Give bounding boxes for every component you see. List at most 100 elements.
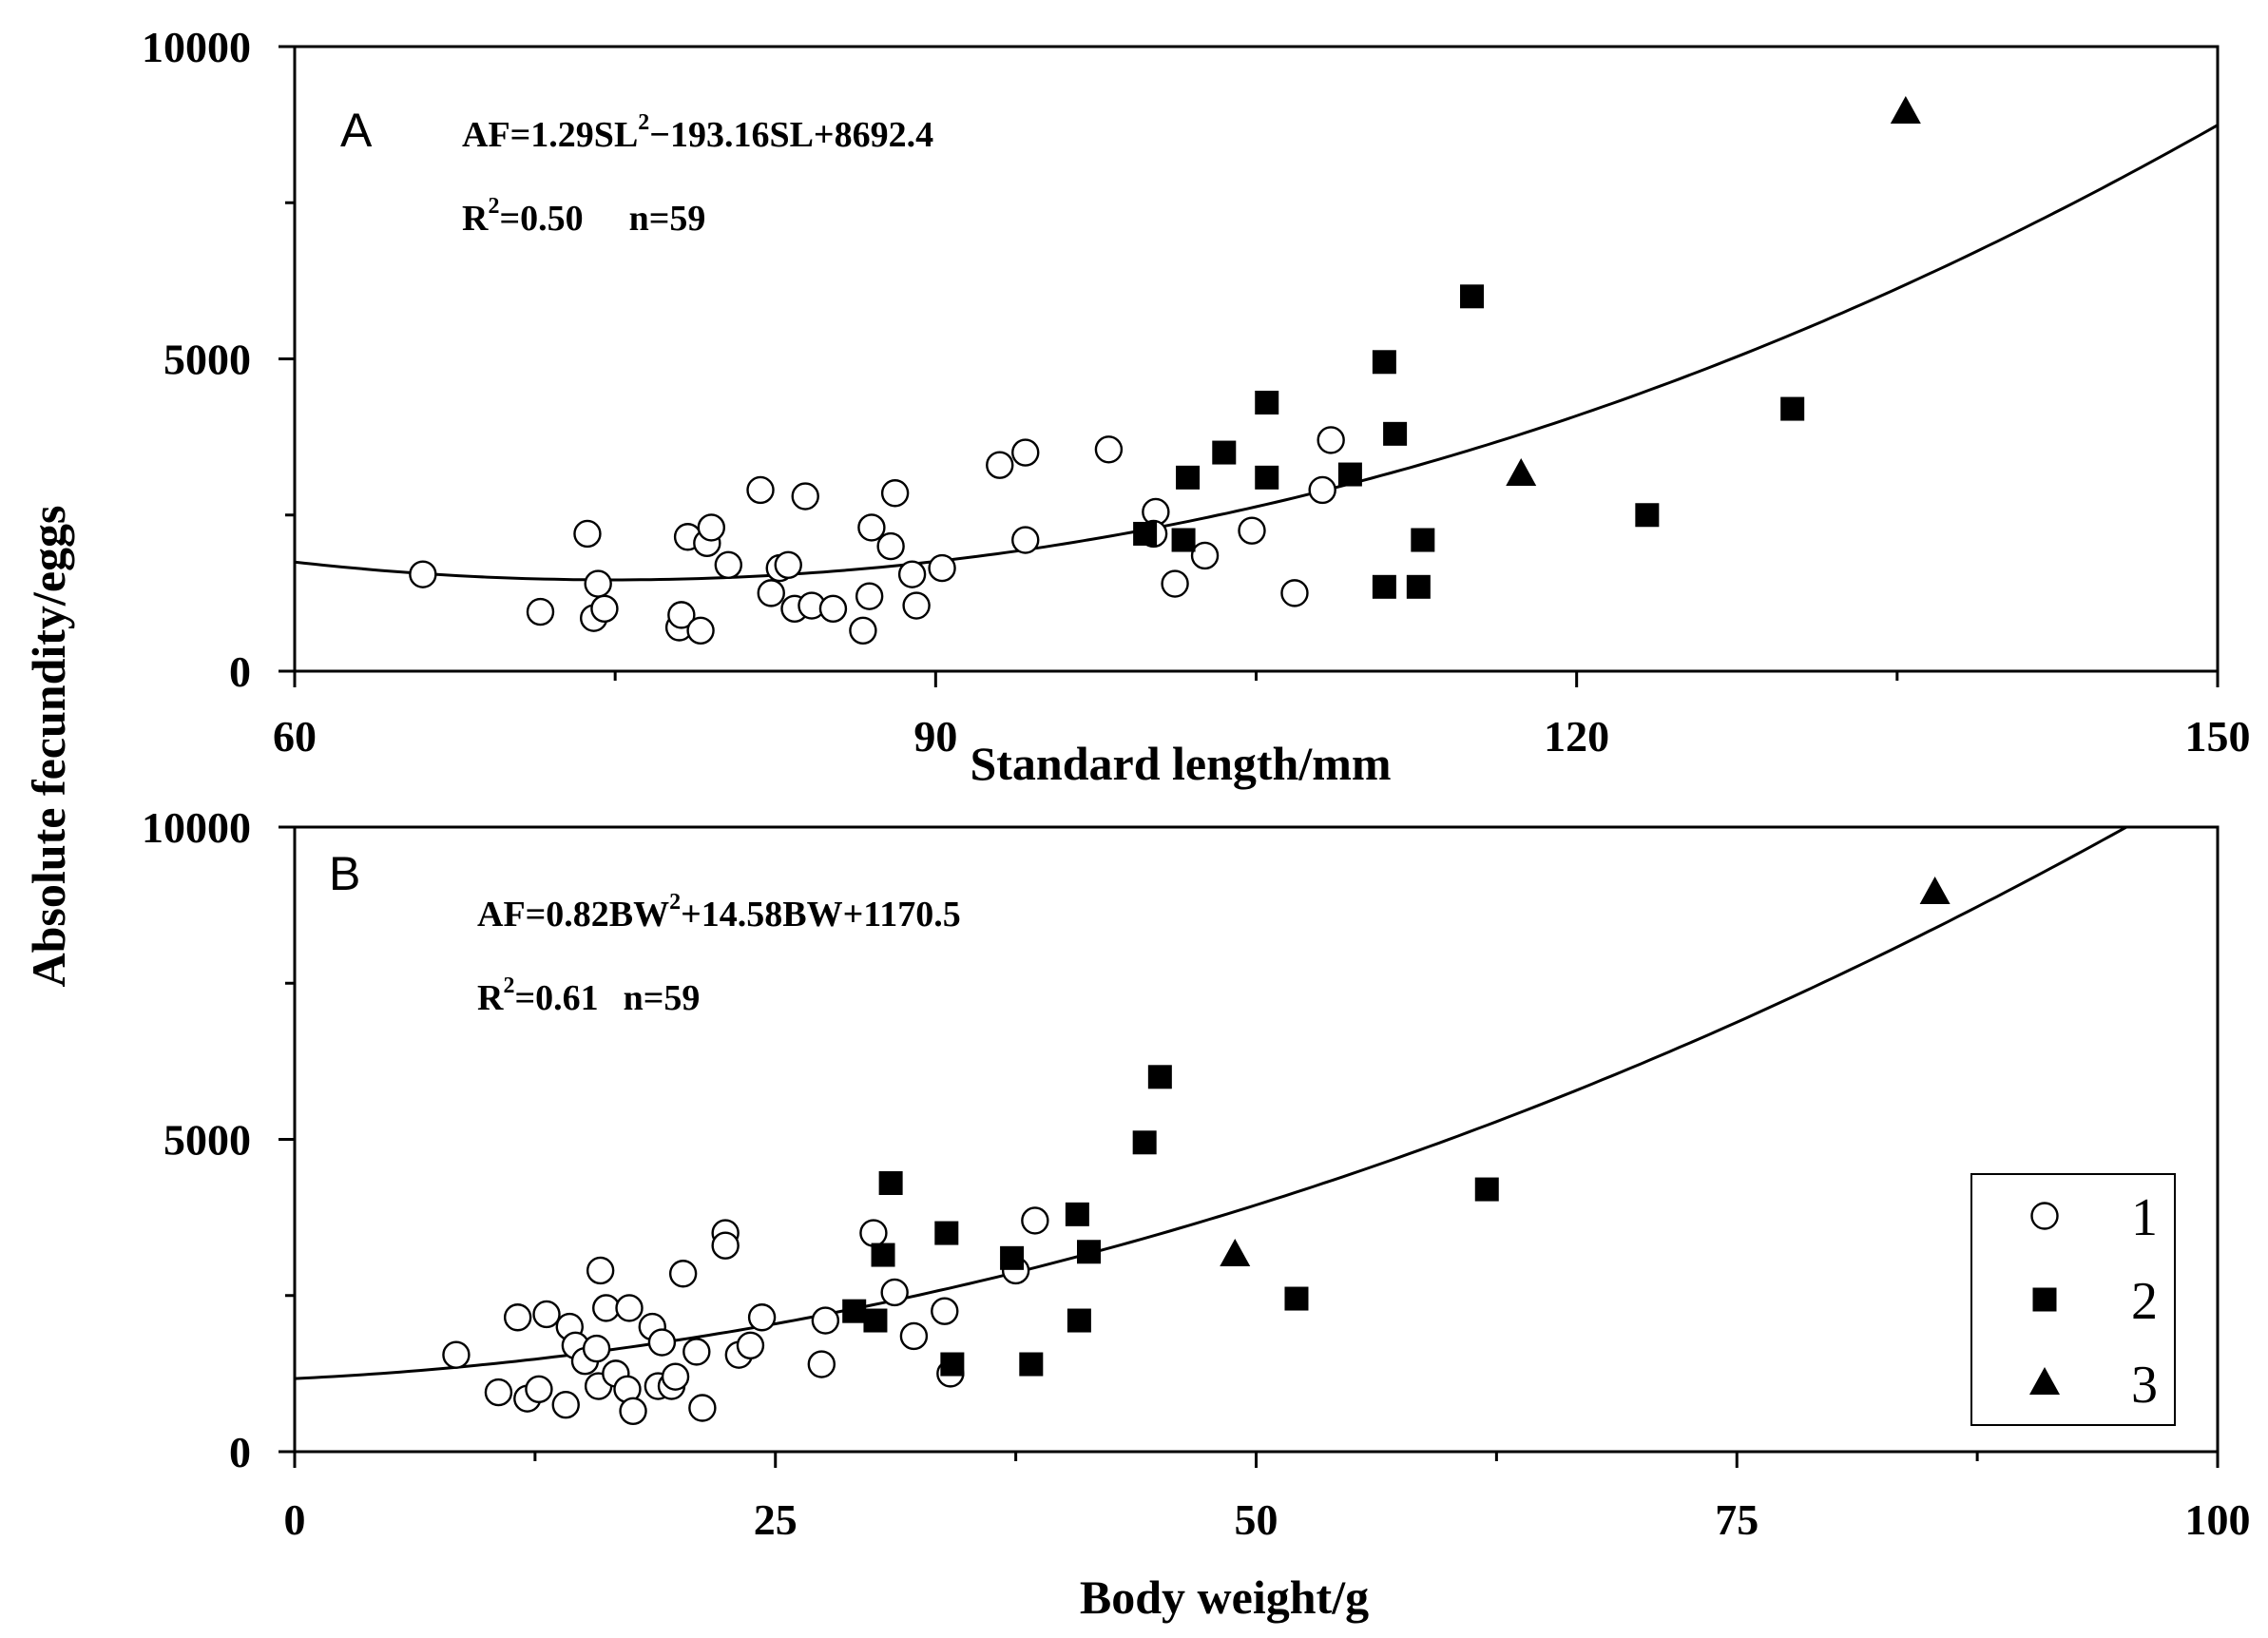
panel-b-series-2-point-2 [863, 1308, 888, 1333]
panel-a-series-2-point-8 [1372, 350, 1396, 375]
panel-a-series-2-point-2 [1171, 528, 1196, 552]
panel-b-series-2-point-7 [1000, 1245, 1025, 1270]
legend-marker-1 [2030, 1202, 2059, 1230]
panel-a: A AF=1.29SL2−193.16SL+8692.4 R2=0.50 n=59… [142, 23, 2251, 790]
panel-a-series-1-point-2 [526, 597, 555, 626]
panel-a-equation: AF=1.29SL2−193.16SL+8692.4 [462, 110, 933, 155]
panel-a-series-1-point-10 [686, 616, 715, 645]
panel-a-series-1-point-26 [880, 479, 910, 508]
legend: 1 2 3 [1970, 1173, 2176, 1426]
panel-a-series-1-point-33 [1094, 435, 1124, 464]
panel-b-x-tick-label-25: 25 [754, 1495, 798, 1544]
panel-a-x-axis-title: Standard length/mm [970, 737, 1391, 790]
legend-label-2: 2 [2131, 1272, 2158, 1331]
panel-b-series-2-point-8 [1019, 1352, 1044, 1377]
panel-a-series-1-point-41 [1317, 426, 1345, 454]
panel-b-series-1-point-24 [668, 1260, 698, 1288]
panel-a-series-1-point-6 [590, 594, 619, 623]
panel-b-series-2-point-9 [1065, 1202, 1089, 1226]
panel-b-series-1-point-13 [586, 1256, 615, 1285]
panel-a-series-1-point-17 [774, 550, 802, 580]
panel-a-x-tick-label-120: 120 [1544, 712, 1609, 761]
panel-a-x-tick-label-90: 90 [913, 712, 957, 761]
panel-a-series-3-point-2 [1890, 95, 1921, 124]
panel-a-series-1-point-28 [902, 591, 931, 620]
panel-a-series-1-point-12 [697, 513, 726, 542]
panel-a-series-2-point-4 [1212, 440, 1237, 465]
panel-b-series-1-point-32 [807, 1350, 836, 1378]
panel-a-series-1-point-38 [1238, 516, 1266, 545]
panel-b-series-1-point-2 [484, 1378, 513, 1407]
panel-b-series-2-point-3 [871, 1243, 895, 1267]
panel-b-series-2-point-6 [940, 1352, 965, 1377]
panel-b-series-1-point-6 [532, 1300, 561, 1329]
panel-a-series-2-point-12 [1411, 528, 1435, 552]
panel-b-series-1-point-11 [582, 1334, 611, 1363]
panel-a-series-2-point-3 [1176, 465, 1201, 490]
panel-a-y-tick-label-0: 0 [229, 647, 251, 696]
panel-a-series-1-point-19 [791, 482, 819, 511]
panel-a-series-1-point-22 [849, 616, 877, 645]
panel-b-series-1-point-33 [811, 1306, 840, 1335]
legend-marker-2 [2032, 1287, 2057, 1312]
panel-a-series-1-point-37 [1190, 541, 1220, 570]
panel-b-series-1-point-14 [592, 1294, 621, 1322]
panel-b-series-2-point-1 [842, 1299, 867, 1323]
panel-a-series-1-point-40 [1308, 475, 1336, 505]
panel-a-series-3-point-1 [1506, 458, 1537, 487]
panel-a-letter: A [340, 104, 373, 157]
panel-b-series-1-point-23 [661, 1362, 690, 1391]
panel-b-series-1-point-1 [442, 1340, 471, 1369]
panel-a-series-1-point-24 [857, 513, 886, 542]
panel-a-series-2-point-6 [1255, 465, 1279, 490]
panel-a-series-1-point-1 [409, 560, 437, 588]
panel-a-series-2-point-14 [1635, 503, 1660, 528]
panel-b-series-1-point-21 [647, 1328, 677, 1357]
panel-a-series-1-point-14 [746, 475, 775, 505]
panel-b-series-1-point-26 [688, 1394, 717, 1422]
panel-b-series-1-point-35 [880, 1278, 909, 1307]
panel-b-x-tick-label-75: 75 [1715, 1495, 1759, 1544]
panel-a-series-1-point-3 [573, 519, 602, 549]
legend-label-1: 1 [2131, 1188, 2158, 1247]
legend-box [1970, 1173, 2176, 1426]
legend-label-3: 3 [2131, 1356, 2158, 1415]
panel-b-series-2-point-10 [1067, 1308, 1091, 1333]
panel-b-x-tick-label-100: 100 [2185, 1495, 2251, 1544]
panel-b-series-1-point-37 [931, 1297, 959, 1325]
panel-b-series-1-point-3 [503, 1303, 532, 1332]
panel-b-stats: R2=0.61 n=59 [477, 973, 700, 1018]
panel-a-series-1-point-23 [855, 582, 884, 610]
panel-a-series-1-point-13 [714, 550, 742, 580]
panel-a-x-tick-label-150: 150 [2185, 712, 2251, 761]
panel-a-series-1-point-36 [1161, 569, 1189, 598]
panel-b-y-tick-label-5000: 5000 [163, 1116, 251, 1165]
panel-a-series-1-point-30 [986, 451, 1014, 479]
legend-marker-3 [2029, 1367, 2060, 1395]
panel-b-y-tick-label-10000: 10000 [142, 803, 251, 852]
panel-b-fit-curve [295, 827, 2130, 1380]
panel-b-series-2-point-12 [1132, 1130, 1157, 1155]
panel-b-y-tick-label-0: 0 [229, 1428, 251, 1476]
panel-a-y-tick-label-5000: 5000 [163, 336, 251, 384]
panel-a-series-2-point-10 [1383, 421, 1408, 446]
panel-a-series-1-point-32 [1011, 526, 1040, 554]
panel-b-x-axis-title: Body weight/g [1080, 1571, 1369, 1624]
panel-a-series-1-point-39 [1280, 579, 1309, 607]
panel-a-series-2-point-5 [1255, 390, 1279, 414]
panel-b-series-1-point-36 [899, 1321, 929, 1351]
panel-b-series-1-point-28 [711, 1231, 740, 1260]
panel-b-series-3-point-2 [1919, 876, 1951, 904]
panel-b: B AF=0.82BW2+14.58BW+1170.5 R2=0.61 n=59 … [142, 803, 2251, 1624]
panel-a-series-1-point-5 [584, 569, 612, 598]
panel-b-series-1-point-18 [619, 1397, 647, 1425]
panel-b-series-1-point-5 [525, 1375, 553, 1404]
panel-b-series-1-point-30 [736, 1331, 765, 1360]
panel-b-series-1-point-31 [747, 1303, 777, 1332]
panel-a-series-1-point-31 [1011, 438, 1040, 467]
panel-a-series-1-point-21 [818, 594, 848, 623]
panel-b-letter: B [329, 847, 360, 900]
panel-a-series-1-point-25 [876, 531, 905, 561]
panel-b-series-2-point-14 [1284, 1286, 1309, 1311]
